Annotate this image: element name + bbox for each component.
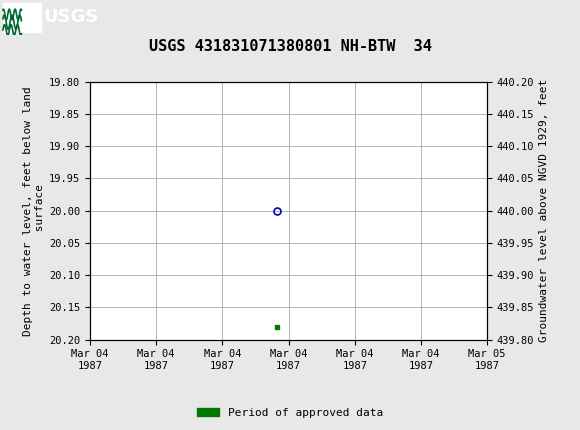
Text: USGS: USGS	[44, 8, 99, 26]
Text: USGS 431831071380801 NH-BTW  34: USGS 431831071380801 NH-BTW 34	[148, 39, 432, 54]
Y-axis label: Groundwater level above NGVD 1929, feet: Groundwater level above NGVD 1929, feet	[539, 79, 549, 342]
Legend: Period of approved data: Period of approved data	[193, 403, 387, 422]
Y-axis label: Depth to water level, feet below land
 surface: Depth to water level, feet below land su…	[23, 86, 45, 335]
Bar	[3, 3, 41, 32]
